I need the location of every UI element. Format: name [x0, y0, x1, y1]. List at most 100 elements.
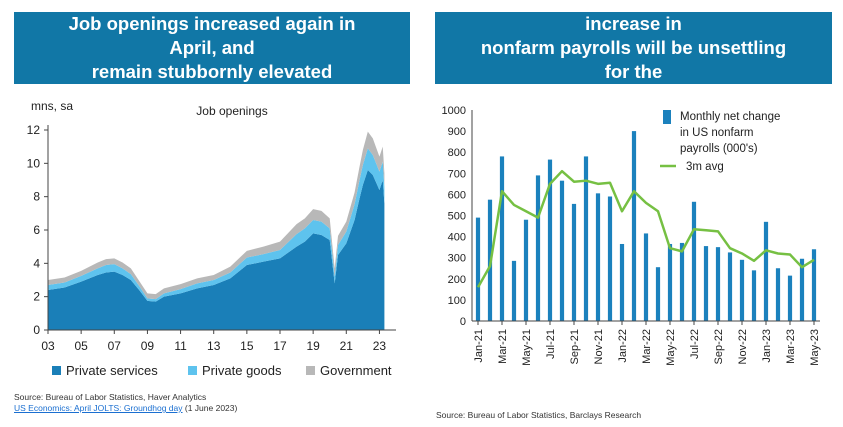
payroll-bar: [655, 267, 661, 321]
payroll-bar: [667, 243, 673, 321]
payroll-bar: [763, 221, 769, 321]
payroll-bar: [643, 233, 649, 321]
legend-label-bars: in US nonfarm: [680, 127, 754, 139]
payroll-bar: [583, 156, 589, 321]
payroll-bar: [703, 246, 709, 321]
payroll-bar: [523, 219, 529, 321]
y-tick-label: 2: [33, 290, 40, 304]
payroll-bar: [751, 270, 757, 321]
payroll-bar: [715, 247, 721, 321]
x-tick-label: 11: [174, 339, 187, 353]
payroll-bar: [787, 275, 793, 321]
x-tick-label: Sep-21: [569, 329, 581, 364]
right-banner-line1: May’s sharply above-consensus increase i…: [492, 0, 775, 34]
legend-label: Private goods: [202, 363, 282, 378]
y-tick-label: 6: [33, 223, 40, 237]
legend-label-line: 3m avg: [686, 161, 724, 173]
x-tick-label: Mar-21: [497, 329, 509, 364]
y-unit-label: mns, sa: [31, 99, 73, 113]
payroll-bar: [619, 243, 625, 321]
payroll-bar: [631, 131, 637, 321]
area-government: [48, 131, 385, 300]
payroll-bar: [727, 252, 733, 321]
x-tick-label: 13: [207, 339, 221, 353]
x-tick-label: May-21: [521, 329, 533, 366]
x-tick-label: 21: [340, 339, 354, 353]
y-tick-label: 8: [33, 190, 40, 204]
y-tick-label: 500: [448, 211, 466, 223]
legend-label-bars: payrolls (000's): [680, 143, 758, 155]
report-link-line: US Economics: April JOLTS: Groundhog day…: [14, 403, 237, 413]
x-tick-label: Nov-21: [593, 329, 605, 364]
payroll-bar: [739, 259, 745, 321]
left-banner-line2: remain stubbornly elevated: [91, 61, 333, 82]
x-tick-label: 23: [373, 339, 387, 353]
y-tick-label: 700: [448, 168, 466, 180]
x-tick-label: 07: [108, 339, 122, 353]
x-tick-label: 19: [306, 339, 320, 353]
y-tick-label: 900: [448, 126, 466, 138]
x-tick-label: Jan-22: [617, 329, 629, 363]
chart-title: Job openings: [196, 104, 267, 118]
x-tick-label: May-23: [809, 329, 821, 366]
legend-swatch-bars: [663, 110, 671, 124]
x-tick-label: 09: [141, 339, 155, 353]
payroll-bar: [511, 260, 517, 321]
x-tick-label: 03: [41, 339, 55, 353]
y-tick-label: 600: [448, 189, 466, 201]
payroll-bar: [775, 268, 781, 321]
area-private-goods: [48, 148, 385, 302]
y-tick-label: 10: [27, 156, 41, 170]
x-tick-label: 05: [74, 339, 88, 353]
payroll-bar: [679, 242, 685, 321]
legend-label: Private services: [66, 363, 158, 378]
legend-swatch: [306, 366, 315, 375]
left-source-note: Source: Bureau of Labor Statistics, Have…: [14, 392, 207, 402]
payroll-bar: [691, 201, 697, 321]
y-tick-label: 1000: [442, 105, 466, 117]
left-banner-line1: Job openings increased again in April, a…: [68, 13, 356, 58]
payroll-bar: [811, 249, 817, 321]
avg-line: [476, 169, 815, 288]
x-tick-label: May-22: [665, 329, 677, 366]
y-tick-label: 100: [448, 295, 466, 307]
x-tick-label: 15: [240, 339, 254, 353]
right-banner-line2: nonfarm payrolls will be unsettling for …: [480, 37, 787, 82]
legend-swatch: [188, 366, 197, 375]
y-tick-label: 800: [448, 147, 466, 159]
x-tick-label: Mar-23: [785, 329, 797, 364]
left-chart-banner: Job openings increased again in April, a…: [14, 12, 410, 84]
payroll-bar: [799, 258, 805, 321]
y-tick-label: 400: [448, 232, 466, 244]
y-tick-label: 0: [460, 316, 466, 328]
payroll-bar: [571, 203, 577, 321]
payroll-bar: [607, 196, 613, 321]
x-tick-label: Jan-21: [473, 329, 485, 363]
y-tick-label: 12: [27, 123, 41, 137]
job-openings-chart: mns, sa Job openings 0 2 4 6 8 10 12 03 05 07 09 11 13…: [27, 99, 396, 378]
x-tick-label: Nov-22: [737, 329, 749, 364]
area-private-services: [48, 170, 385, 330]
legend-swatch: [52, 366, 61, 375]
payroll-bar: [535, 175, 541, 321]
legend-label-bars: Monthly net change: [680, 111, 780, 123]
payroll-bar: [475, 217, 481, 321]
x-tick-label: Jul-22: [689, 329, 701, 359]
y-tick-label: 0: [33, 323, 40, 337]
x-tick-label: Jul-21: [545, 329, 557, 359]
report-link[interactable]: US Economics: April JOLTS: Groundhog day: [14, 403, 183, 413]
payroll-bar: [559, 180, 565, 321]
right-chart-banner: May’s sharply above-consensus increase i…: [435, 0, 832, 106]
right-source-note: Source: Bureau of Labor Statistics, Barc…: [436, 410, 642, 420]
x-tick-label: 17: [273, 339, 287, 353]
x-tick-label: Sep-22: [713, 329, 725, 364]
x-tick-label: Jan-23: [761, 329, 773, 363]
payroll-bar: [595, 193, 601, 321]
legend-label: Government: [320, 363, 392, 378]
payroll-bar: [547, 159, 553, 321]
y-tick-label: 300: [448, 253, 466, 265]
y-tick-label: 200: [448, 274, 466, 286]
payroll-bar: [499, 156, 505, 321]
x-tick-label: Mar-22: [641, 329, 653, 364]
